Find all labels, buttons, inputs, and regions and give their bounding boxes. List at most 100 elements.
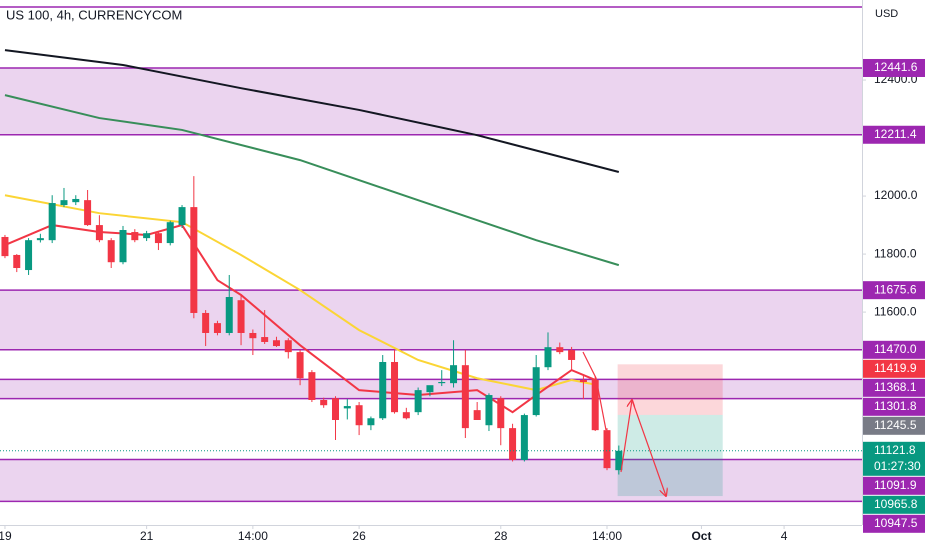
candle-body: [178, 207, 186, 226]
candle-body: [249, 332, 257, 339]
candle-body: [544, 347, 552, 368]
candle-body: [331, 398, 339, 420]
plot-area: [0, 6, 862, 503]
candle-body: [154, 233, 162, 244]
x-tick-label: 19: [0, 529, 12, 543]
y-tick-label: 12000.0: [874, 188, 918, 202]
arrow-down: [631, 399, 666, 496]
candle-body: [284, 340, 292, 353]
candle-body: [72, 198, 80, 203]
price-label-box: [863, 340, 925, 359]
candle-body: [95, 225, 103, 241]
price-label: 10947.5: [874, 516, 918, 530]
candle-body: [190, 207, 198, 313]
price-label-box: [863, 397, 925, 416]
stop-zone: [617, 364, 723, 415]
candle-body: [202, 312, 210, 333]
price-label-box: [863, 441, 925, 476]
candle-body: [13, 254, 21, 269]
currency: USD: [875, 8, 898, 20]
price-label-box: [863, 58, 925, 77]
x-tick-label: 4: [781, 529, 788, 543]
candle-body: [579, 379, 587, 383]
countdown: 01:27:30: [874, 459, 921, 473]
candle-body: [237, 300, 245, 333]
target-zone: [617, 414, 723, 497]
candle-body: [461, 365, 469, 429]
price-axis: 12400.012000.011800.011600.011200.012441…: [862, 58, 925, 533]
price-label: 11091.9: [874, 478, 917, 492]
moving-average: [4, 223, 596, 414]
candle-body: [532, 367, 540, 416]
price-label: 12211.4: [874, 127, 917, 141]
candle-body: [414, 390, 422, 413]
price-label-box: [863, 359, 925, 378]
candle-body: [213, 323, 221, 333]
price-label-box: [863, 125, 925, 144]
price-label-box: [863, 495, 925, 514]
drawing-arrows: [582, 351, 666, 496]
candle-body: [166, 222, 174, 244]
candle-body: [556, 347, 564, 353]
price-label: 11675.6: [874, 282, 917, 296]
candle-body: [60, 200, 68, 206]
candle-body: [438, 382, 446, 384]
moving-average: [4, 49, 620, 173]
price-label: 11368.1: [874, 380, 917, 394]
candle-body: [520, 415, 528, 461]
candle-body: [119, 230, 127, 263]
candle-body: [308, 372, 316, 400]
price-label: 11419.9: [874, 361, 917, 375]
candle-body: [603, 430, 611, 469]
candle-body: [568, 350, 576, 360]
zone: [0, 459, 862, 502]
x-tick-label: 26: [352, 529, 366, 543]
candle-body: [25, 240, 33, 271]
candle-body: [485, 395, 493, 426]
moving-average: [4, 94, 620, 267]
x-tick-label: 14:00: [592, 529, 622, 543]
candle-body: [391, 361, 399, 413]
candle-body: [509, 428, 517, 461]
price-label-box: [863, 281, 925, 300]
x-tick-label: 28: [494, 529, 508, 543]
candle-body: [320, 399, 328, 406]
candle-body: [615, 450, 623, 471]
y-tick-label: 11800.0: [874, 246, 917, 260]
candle-body: [379, 361, 387, 419]
candle-body: [131, 232, 139, 241]
x-tick-label: Oct: [691, 529, 711, 543]
candle-body: [84, 200, 92, 226]
price-label: 11121.8: [874, 443, 916, 457]
candle-body: [107, 240, 115, 263]
candle-body: [261, 337, 269, 342]
price-label: 11470.0: [874, 342, 917, 356]
candle-body: [591, 379, 599, 431]
y-tick-label: 11600.0: [874, 304, 917, 318]
candle-body: [367, 418, 375, 426]
x-tick-label: 14:00: [238, 529, 268, 543]
candle-body: [343, 406, 351, 409]
candle-body: [48, 203, 56, 241]
candle-body: [355, 405, 363, 426]
chart-title: US 100, 4h, CURRENCYCOM: [6, 7, 182, 22]
x-tick-label: 21: [140, 529, 154, 543]
candle-body: [473, 410, 481, 420]
candle-body: [272, 340, 280, 347]
arrow-up: [620, 400, 632, 473]
price-label: 12441.6: [874, 60, 918, 74]
price-label: 11245.5: [874, 418, 917, 432]
price-label-box: [863, 378, 925, 397]
candle-body: [225, 297, 233, 333]
candle-body: [426, 385, 434, 393]
zone: [0, 290, 862, 350]
candle-body: [497, 398, 505, 429]
price-label-box: [863, 476, 925, 495]
candle-body: [450, 365, 458, 384]
candle-body: [143, 233, 151, 239]
candle-body: [1, 236, 9, 257]
price-label-box: [863, 514, 925, 533]
candle-body: [296, 352, 304, 379]
